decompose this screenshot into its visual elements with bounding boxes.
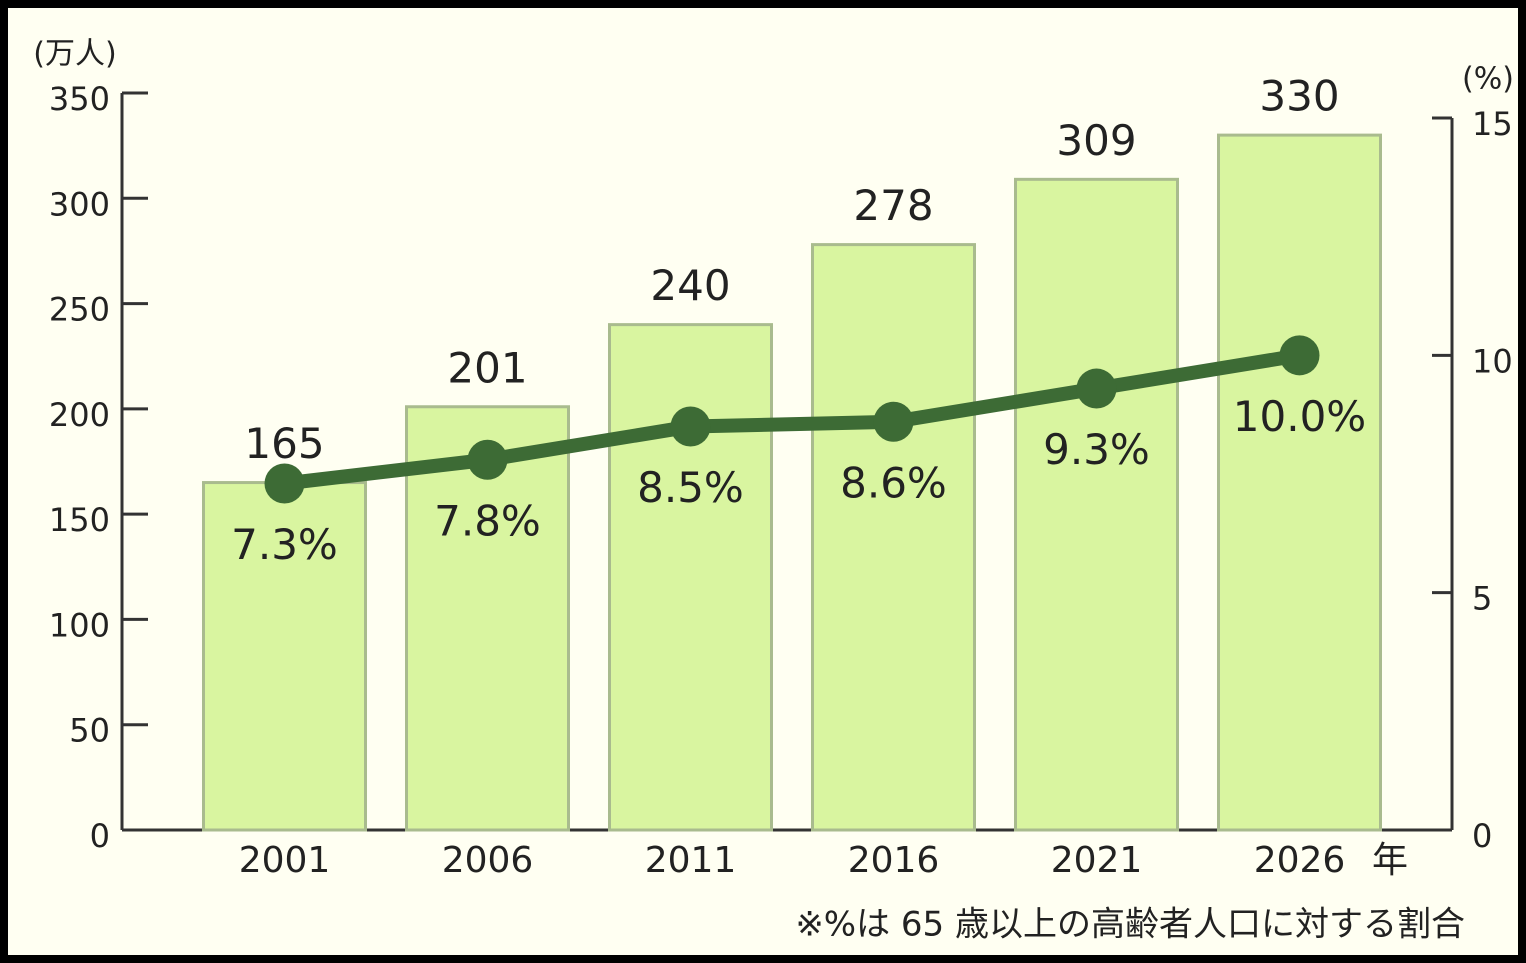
- bar: [1014, 177, 1179, 832]
- bar: [811, 243, 976, 832]
- y-tick-label: 50: [69, 712, 110, 750]
- y-tick-label: 300: [49, 185, 110, 223]
- line-point: [873, 401, 914, 442]
- line-point: [467, 439, 508, 480]
- bar: [202, 481, 367, 832]
- line-value-label: 10.0%: [1233, 392, 1366, 441]
- x-tick-label: 2016: [848, 840, 940, 881]
- line-value-label: 8.5%: [637, 463, 744, 512]
- bar-value-label: 330: [1259, 72, 1339, 121]
- bar-value-label: 201: [447, 343, 527, 392]
- x-tick-label: 2021: [1051, 840, 1143, 881]
- bar-value-label: 240: [650, 261, 730, 310]
- y-tick-label: 150: [49, 501, 110, 539]
- y2-axis-label: (%): [1462, 62, 1514, 97]
- bar: [1217, 133, 1382, 832]
- y-tick-label: 250: [49, 291, 110, 329]
- line-point: [1076, 368, 1117, 409]
- line-point: [264, 463, 305, 504]
- line-point: [670, 406, 711, 447]
- line-value-label: 7.8%: [434, 496, 541, 545]
- x-tick-label: 2026: [1254, 840, 1346, 881]
- x-unit: 年: [1372, 840, 1408, 881]
- bar: [608, 323, 773, 832]
- y2-tick-label: 15: [1472, 105, 1513, 143]
- x-tick-label: 2001: [239, 840, 331, 881]
- y-tick-label: 200: [49, 396, 110, 434]
- bar-value-label: 165: [244, 419, 324, 468]
- note: ※%は 65 歳以上の高齢者人口に対する割合: [795, 905, 1465, 945]
- x-tick-label: 2011: [645, 840, 737, 881]
- y-tick-label: 100: [49, 606, 110, 644]
- line: [283, 348, 1301, 491]
- y-tick-label: 350: [49, 80, 110, 118]
- line-value-label: 9.3%: [1043, 425, 1150, 474]
- bar-value-label: 278: [853, 181, 933, 230]
- y-tick-label: 0: [90, 817, 110, 855]
- y2-tick-label: 0: [1472, 817, 1492, 855]
- y-axis-label: (万人): [33, 37, 116, 72]
- y2-tick-label: 5: [1472, 580, 1492, 618]
- y2-tick-label: 10: [1472, 342, 1513, 380]
- bar-value-label: 309: [1056, 116, 1136, 165]
- line-point: [1279, 335, 1320, 376]
- x-tick-label: 2006: [442, 840, 534, 881]
- line-value-label: 8.6%: [840, 458, 947, 507]
- line-value-label: 7.3%: [231, 520, 338, 569]
